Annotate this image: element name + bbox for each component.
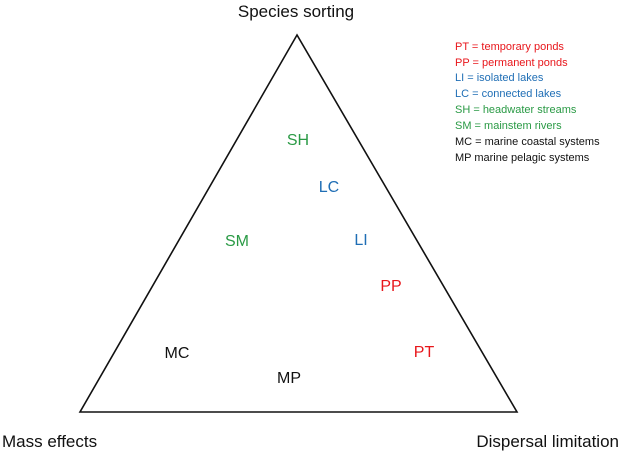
system-label-pt: PT [414,344,435,361]
legend: PT = temporary ponds PP = permanent pond… [455,41,600,164]
corner-label-species-sorting: Species sorting [238,2,354,21]
legend-item: SH = headwater streams [455,104,577,116]
legend-item: MC = marine coastal systems [455,136,600,148]
system-label-li: LI [354,232,367,249]
system-label-sm: SM [225,233,249,250]
system-label-sh: SH [287,132,309,149]
corner-label-dispersal-limitation: Dispersal limitation [476,432,619,451]
legend-item: PT = temporary ponds [455,41,564,53]
system-label-pp: PP [380,278,401,295]
legend-item: MP marine pelagic systems [455,152,590,164]
legend-item: PP = permanent ponds [455,57,568,69]
system-label-mp: MP [277,370,301,387]
legend-item: LI = isolated lakes [455,72,544,84]
paradigm-triangle [78,33,519,413]
corner-label-mass-effects: Mass effects [2,432,97,451]
legend-item: LC = connected lakes [455,88,562,100]
system-label-mc: MC [165,345,190,362]
legend-item: SM = mainstem rivers [455,120,562,132]
system-label-lc: LC [319,179,339,196]
